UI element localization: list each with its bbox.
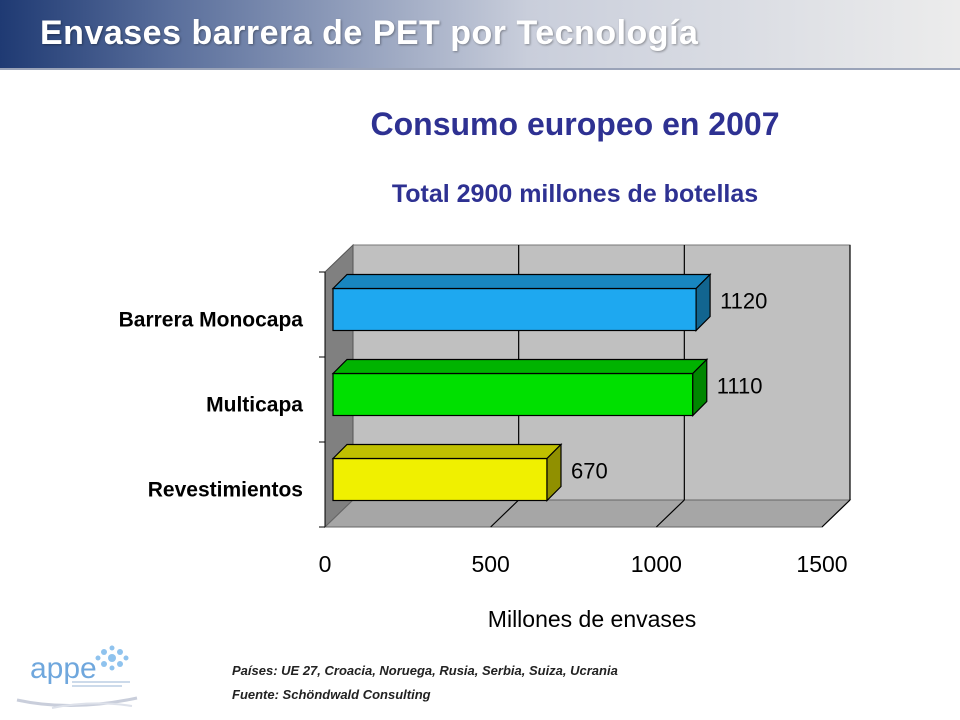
data-label: 670 <box>571 459 608 484</box>
plot-floor <box>323 499 852 528</box>
gridline-floor <box>490 499 520 528</box>
page-title: Envases barrera de PET por Tecnología <box>40 14 699 52</box>
category-label: Multicapa <box>206 394 303 417</box>
footnote-countries: Países: UE 27, Croacia, Noruega, Rusia, … <box>232 663 618 678</box>
x-tick-label: 1500 <box>796 551 847 577</box>
bar-chart: 0 500 1000 1500 Barrera Monocapa 1120 Multicap… <box>119 243 852 632</box>
x-axis-title: Millones de envases <box>488 606 696 632</box>
bar-top <box>331 358 709 375</box>
bar <box>332 287 697 332</box>
appe-logo: appe <box>16 645 138 709</box>
data-label: 1120 <box>720 289 767 314</box>
bar <box>332 372 694 417</box>
logo-text: appe <box>30 652 97 685</box>
x-tick-label: 500 <box>471 551 509 577</box>
gridline-floor <box>655 499 685 528</box>
footnote-source: Fuente: Schöndwald Consulting <box>232 687 431 702</box>
bar-top <box>331 273 712 290</box>
x-tick-label: 1000 <box>631 551 682 577</box>
category-label: Revestimientos <box>148 479 303 502</box>
bar-side <box>692 358 708 417</box>
gridline-floor <box>821 499 851 528</box>
bar-side <box>546 443 562 502</box>
x-tick-label: 0 <box>319 551 332 577</box>
header-banner: Envases barrera de PET por Tecnología <box>0 0 960 70</box>
bar-side <box>695 273 711 332</box>
category-label: Barrera Monocapa <box>119 309 304 332</box>
chart-subtitle: Total 2900 millones de botellas <box>391 180 759 208</box>
bar <box>332 457 548 502</box>
bar-top <box>331 443 563 460</box>
chart-title: Consumo europeo en 2007 <box>370 106 780 142</box>
data-label: 1110 <box>717 374 763 399</box>
